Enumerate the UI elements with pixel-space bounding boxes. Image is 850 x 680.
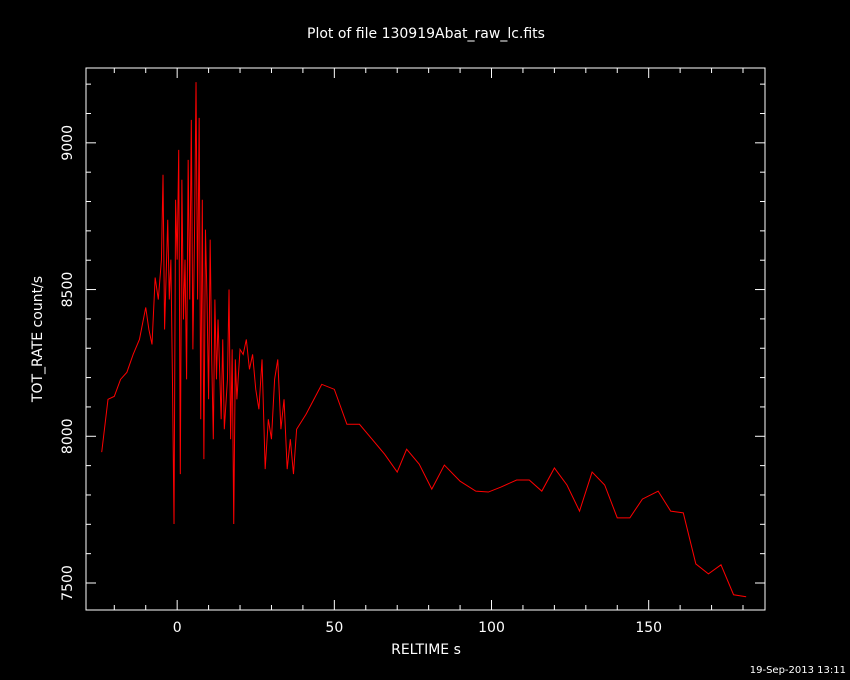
x-tick-label: 150 xyxy=(635,620,662,636)
plot-frame xyxy=(85,67,766,611)
y-tick-label: 9000 xyxy=(60,125,76,161)
x-tick-label: 100 xyxy=(478,620,505,636)
chart-title: Plot of file 130919Abat_raw_lc.fits xyxy=(307,26,545,42)
footer-date: 19-Sep-2013 13:11 xyxy=(750,665,846,676)
y-tick-label: 8000 xyxy=(60,418,76,454)
y-tick-label: 8500 xyxy=(60,272,76,308)
y-axis-label: TOT_RATE count/s xyxy=(30,276,46,403)
x-tick-label: 0 xyxy=(173,620,182,636)
x-axis-label: RELTIME s xyxy=(391,642,461,658)
data-line xyxy=(101,82,747,598)
x-tick-label: 50 xyxy=(325,620,343,636)
y-tick-label: 7500 xyxy=(60,565,76,601)
